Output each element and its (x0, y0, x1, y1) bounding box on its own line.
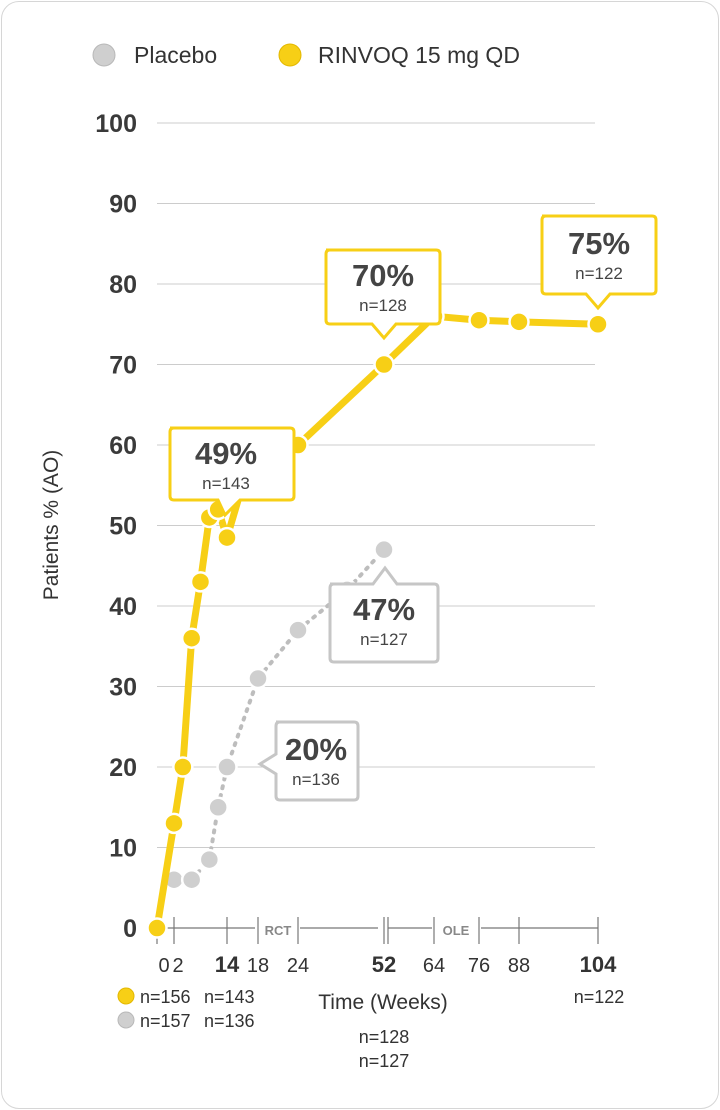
callout-rinvoq-75-n: n=122 (575, 264, 623, 283)
data-point (172, 756, 194, 778)
y-tick-label: 20 (109, 754, 137, 782)
data-point (180, 627, 203, 649)
x-tick-label: 76 (468, 955, 490, 977)
x-tick-label: 64 (423, 955, 445, 977)
n-labels: n=156 n=157 n=143 n=136 n=128 n=127 n=12… (117, 987, 625, 1071)
y-tick-label: 50 (109, 513, 137, 541)
x-tick-label: 52 (372, 952, 396, 977)
legend-rinvoq-marker (278, 43, 302, 67)
callout-placebo-47: 47% n=127 (328, 565, 440, 664)
y-tick-label: 80 (109, 271, 137, 299)
callout-placebo-47-n: n=127 (360, 630, 408, 649)
callout-rinvoq-70-pct: 70% (352, 258, 414, 293)
n-placebo-baseline: n=157 (140, 1011, 191, 1031)
x-tick-label: 0 (158, 955, 169, 977)
callout-rinvoq-75-pct: 75% (568, 226, 630, 261)
legend: Placebo RINVOQ 15 mg QD (92, 42, 520, 68)
y-tick-label: 30 (109, 674, 137, 702)
series-placebo (163, 538, 395, 891)
callout-placebo-20-pct: 20% (285, 732, 347, 767)
callout-rinvoq-49: 49% n=143 (168, 426, 296, 518)
callout-rinvoq-49-n: n=143 (202, 474, 250, 493)
series-line (153, 312, 602, 932)
n-rinvoq-w14: n=143 (204, 987, 255, 1007)
data-point (163, 812, 185, 835)
y-axis-ticks: 0 10 20 30 40 50 60 70 80 90 100 (95, 110, 137, 943)
y-tick-label: 10 (109, 835, 137, 863)
x-axis-ticks: 0 2 14 18 24 52 64 76 88 104 (158, 952, 617, 977)
n-legend-rinvoq-marker (117, 987, 135, 1005)
data-point (468, 309, 490, 331)
x-tick-label: 18 (247, 955, 269, 977)
x-tick-label: 104 (580, 952, 617, 977)
callout-placebo-20: 20% n=136 (257, 720, 360, 802)
data-point (216, 526, 238, 549)
callout-rinvoq-70: 70% n=128 (324, 248, 442, 341)
y-tick-label: 90 (109, 191, 137, 219)
y-tick-label: 100 (95, 110, 137, 138)
callout-rinvoq-75: 75% n=122 (540, 214, 658, 311)
y-axis-title: Patients % (AO) (40, 450, 63, 601)
data-point (247, 667, 269, 690)
data-point (180, 868, 203, 891)
data-point (216, 756, 238, 778)
data-point (587, 313, 609, 335)
data-point (198, 848, 221, 871)
data-point (373, 538, 395, 561)
n-placebo-w14: n=136 (204, 1011, 255, 1031)
n-rinvoq-baseline: n=156 (140, 987, 191, 1007)
x-axis (156, 917, 599, 944)
data-point (287, 619, 309, 641)
legend-placebo-marker (92, 43, 116, 67)
legend-rinvoq-label: RINVOQ 15 mg QD (318, 42, 520, 68)
y-tick-label: 40 (109, 593, 137, 621)
n-rinvoq-w104: n=122 (574, 987, 625, 1007)
x-tick-label: 24 (287, 955, 309, 977)
data-point (207, 796, 229, 818)
callout-rinvoq-70-n: n=128 (359, 296, 407, 315)
y-tick-label: 60 (109, 432, 137, 460)
phase-rct-label: RCT (265, 923, 292, 938)
data-point (146, 917, 168, 939)
y-tick-label: 0 (123, 915, 137, 943)
y-tick-label: 70 (109, 352, 137, 380)
data-point (189, 571, 212, 593)
x-tick-label: 2 (172, 955, 183, 977)
callout-rinvoq-49-pct: 49% (195, 436, 257, 471)
n-placebo-w52: n=127 (359, 1051, 410, 1071)
n-rinvoq-w52: n=128 (359, 1027, 410, 1047)
callout-placebo-20-n: n=136 (292, 770, 340, 789)
data-point (373, 353, 395, 376)
n-legend-placebo-marker (117, 1011, 135, 1029)
phase-ole-label: OLE (443, 923, 470, 938)
data-point (508, 311, 530, 333)
x-tick-label: 88 (508, 955, 530, 977)
callout-placebo-47-pct: 47% (353, 592, 415, 627)
legend-placebo-label: Placebo (134, 42, 217, 68)
x-tick-label: 14 (215, 952, 240, 977)
x-axis-title: Time (Weeks) (318, 991, 448, 1014)
